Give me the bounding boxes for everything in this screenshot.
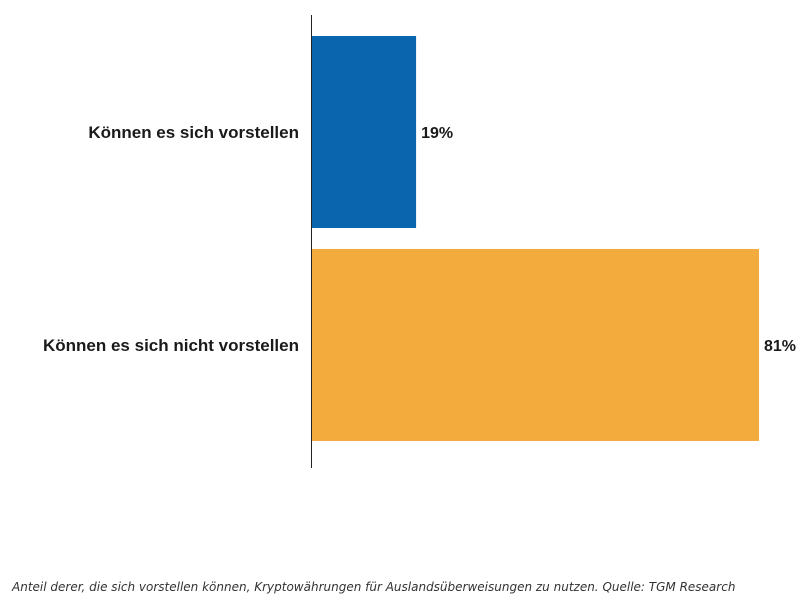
category-label-2: Können es sich nicht vorstellen bbox=[43, 336, 299, 355]
category-label-1: Können es sich vorstellen bbox=[88, 123, 299, 142]
value-label-1: 19% bbox=[421, 125, 453, 142]
chart-svg: Können es sich vorstellen 19% Können es si… bbox=[43, 15, 796, 468]
bar-chart: Können es sich vorstellen 19% Können es si… bbox=[43, 15, 796, 468]
value-label-2: 81% bbox=[764, 338, 796, 355]
chart-caption: Anteil derer, die sich vorstellen können… bbox=[12, 580, 736, 594]
bar-2 bbox=[311, 249, 759, 441]
bar-1 bbox=[311, 36, 417, 228]
